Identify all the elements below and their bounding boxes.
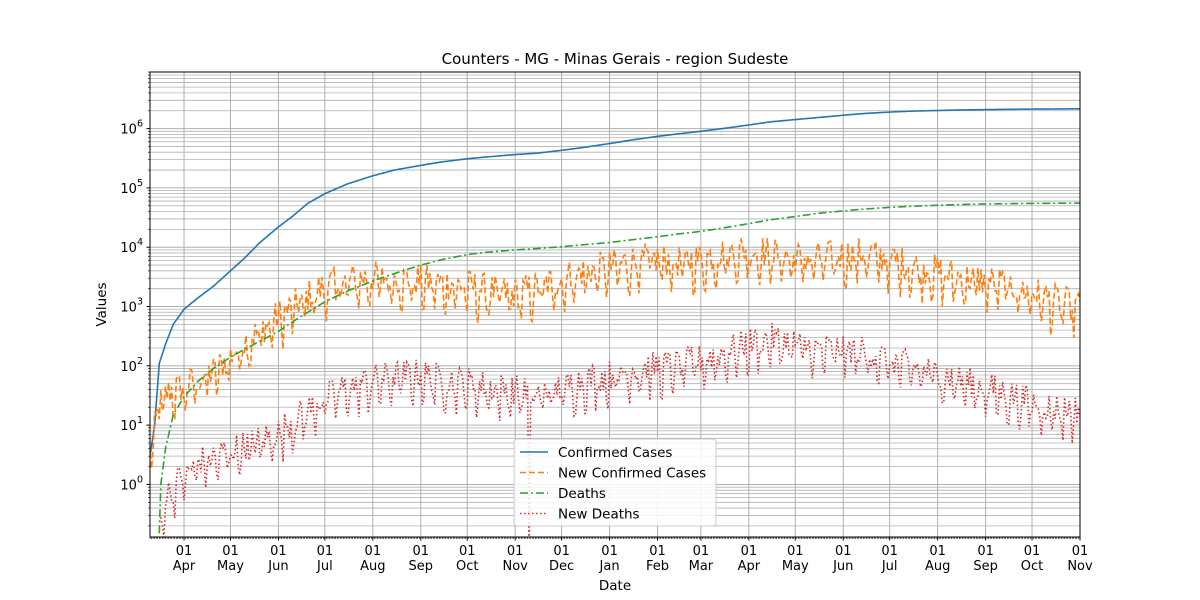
- series-line-deaths: [158, 202, 1080, 534]
- y-tick-exponent: 5: [137, 178, 143, 189]
- series-line-new-deaths: [160, 322, 1080, 537]
- x-tick-day: 01: [222, 544, 239, 559]
- y-tick-base: 10: [120, 182, 137, 197]
- y-tick-label: 101: [120, 415, 143, 434]
- x-tick-month: Jun: [832, 559, 853, 574]
- y-tick-exponent: 6: [137, 119, 143, 130]
- x-tick-month: Nov: [503, 559, 529, 574]
- y-tick-exponent: 1: [137, 415, 143, 426]
- y-tick-label: 106: [120, 119, 143, 138]
- y-tick-base: 10: [120, 419, 137, 434]
- x-tick-day: 01: [365, 544, 382, 559]
- y-tick-label: 102: [120, 356, 143, 375]
- legend-box: [513, 438, 717, 527]
- x-tick-month: May: [217, 559, 244, 574]
- x-tick-month: Dec: [549, 559, 574, 574]
- x-tick-day: 01: [459, 544, 476, 559]
- x-tick-day: 01: [881, 544, 898, 559]
- series-line-new-confirmed-cases: [150, 236, 1080, 469]
- legend-label: Confirmed Cases: [558, 445, 672, 461]
- x-tick-month: Feb: [646, 559, 669, 574]
- x-tick-month: Jul: [316, 559, 333, 574]
- x-tick-month: Jun: [267, 559, 288, 574]
- x-tick-day: 01: [977, 544, 994, 559]
- x-tick-day: 01: [176, 544, 193, 559]
- x-tick-day: 01: [835, 544, 852, 559]
- x-tick-day: 01: [787, 544, 804, 559]
- legend-label: New Confirmed Cases: [558, 466, 706, 482]
- x-axis-label: Date: [599, 578, 631, 594]
- x-tick-day: 01: [601, 544, 618, 559]
- legend-label: New Deaths: [558, 507, 640, 523]
- x-tick-day: 01: [317, 544, 334, 559]
- x-tick-day: 01: [1024, 544, 1041, 559]
- legend: Confirmed Cases New Confirmed Cases Deaths…: [513, 438, 717, 527]
- y-axis-label: Values: [94, 282, 110, 326]
- x-tick-month: May: [782, 559, 809, 574]
- legend-label: Deaths: [558, 486, 606, 502]
- x-tick-month: Sep: [409, 559, 434, 574]
- x-tick-month: Jul: [881, 559, 898, 574]
- y-tick-exponent: 4: [137, 237, 143, 248]
- series-line-confirmed-cases: [150, 107, 1080, 457]
- x-tick-month: Aug: [360, 559, 385, 574]
- y-tick-label: 103: [120, 297, 143, 316]
- plot-frame: [149, 71, 1081, 538]
- y-tick-base: 10: [120, 123, 137, 138]
- y-tick-base: 10: [120, 360, 137, 375]
- x-axis: 01Apr01May01Jun01Jul01Aug01Sep01Oct01Nov…: [149, 537, 1093, 574]
- y-tick-label: 104: [120, 237, 143, 256]
- y-tick-exponent: 3: [137, 297, 143, 308]
- x-tick-day: 01: [413, 544, 430, 559]
- x-tick-month: Jan: [599, 559, 620, 574]
- x-tick-month: Mar: [689, 559, 714, 574]
- x-tick-month: Aug: [925, 559, 950, 574]
- x-tick-day: 01: [693, 544, 710, 559]
- x-tick-day: 01: [929, 544, 946, 559]
- y-tick-exponent: 2: [137, 356, 143, 367]
- x-tick-day: 01: [1072, 544, 1089, 559]
- x-tick-month: Apr: [738, 559, 761, 574]
- x-tick-month: Oct: [456, 559, 478, 574]
- x-tick-day: 01: [270, 544, 287, 559]
- y-tick-label: 105: [120, 178, 143, 197]
- x-tick-day: 01: [649, 544, 666, 559]
- x-tick-month: Oct: [1021, 559, 1043, 574]
- y-tick-base: 10: [120, 478, 137, 493]
- x-tick-day: 01: [553, 544, 570, 559]
- x-tick-month: Sep: [973, 559, 998, 574]
- y-tick-label: 100: [120, 474, 143, 493]
- x-tick-day: 01: [507, 544, 524, 559]
- y-tick-base: 10: [120, 241, 137, 256]
- x-tick-day: 01: [741, 544, 758, 559]
- series-layer: [150, 107, 1080, 537]
- chart-title: Counters - MG - Minas Gerais - region Su…: [442, 50, 789, 68]
- y-tick-exponent: 0: [137, 474, 143, 485]
- x-tick-month: Apr: [173, 559, 196, 574]
- x-tick-month: Nov: [1067, 559, 1093, 574]
- y-tick-base: 10: [120, 301, 137, 316]
